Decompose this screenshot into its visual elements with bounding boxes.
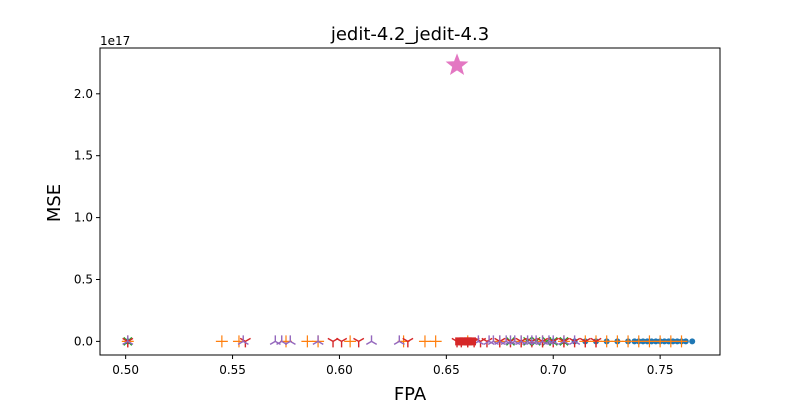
x-tick-label: 0.60 — [326, 363, 353, 377]
data-point-square — [459, 337, 468, 346]
y-axis-offset-text: 1e17 — [100, 34, 130, 48]
data-point-tri-up — [569, 335, 581, 345]
data-point-plus — [611, 335, 624, 348]
y-axis-label: MSE — [44, 184, 65, 222]
y-tick-label: 1.5 — [74, 149, 93, 163]
data-point-tri-down — [558, 337, 570, 348]
data-point-tri-up — [284, 335, 296, 345]
data-point-tri-up — [365, 335, 378, 345]
y-tick-label: 2.0 — [74, 87, 93, 101]
x-axis-label: FPA — [394, 384, 427, 400]
y-tick-label: 0.0 — [74, 334, 93, 348]
data-point-plus — [675, 335, 688, 348]
data-point-plus — [632, 335, 645, 348]
data-point-square — [455, 337, 464, 346]
data-point-plus — [643, 335, 656, 348]
data-point-tri-down — [515, 337, 527, 348]
y-tick-label: 0.5 — [74, 272, 93, 286]
x-tick-label: 0.75 — [647, 363, 674, 377]
data-point-plus — [664, 335, 677, 348]
data-point-square — [463, 337, 472, 346]
x-tick-label: 0.70 — [540, 363, 567, 377]
data-point-tri-up — [312, 335, 324, 345]
data-point-tri-up — [558, 335, 570, 345]
x-tick-label: 0.65 — [433, 363, 460, 377]
data-point-plus — [301, 335, 314, 348]
data-point-tri-down — [590, 337, 602, 348]
chart-title: jedit-4.2_jedit-4.3 — [330, 24, 489, 45]
data-point-tri-down — [494, 337, 506, 348]
data-point-plus — [418, 335, 431, 348]
data-point-tri-up — [547, 335, 559, 345]
data-point-tri-up — [122, 335, 134, 345]
x-tick-label: 0.50 — [112, 363, 139, 377]
data-point-star — [445, 53, 469, 76]
data-point-tri-down — [353, 337, 365, 348]
data-point-tri-down — [336, 337, 348, 348]
data-point-tri-down — [579, 337, 591, 348]
data-point-plus — [600, 335, 613, 348]
data-point-square — [468, 337, 476, 346]
data-point-plus — [429, 335, 442, 348]
data-point-tri-down — [122, 337, 134, 348]
data-point-plus — [654, 335, 667, 348]
data-points — [121, 53, 696, 348]
data-point-plus — [215, 335, 228, 348]
data-point-tri-up — [393, 335, 405, 345]
x-tick-label: 0.55 — [219, 363, 246, 377]
data-point-tri-down — [402, 337, 414, 348]
data-point-plus — [622, 335, 635, 348]
data-point-circle — [689, 338, 696, 345]
y-tick-label: 1.0 — [74, 211, 93, 225]
data-point-tri-up — [237, 335, 249, 345]
data-point-tri-down — [569, 337, 581, 348]
data-point-tri-down — [537, 337, 549, 348]
axis-ticks: 0.50 0.55 0.60 0.65 0.70 0.75 0.0 0.5 1.0 1.5 2.0 — [74, 87, 674, 377]
data-point-plus — [344, 335, 357, 348]
plot-area-frame — [99, 47, 721, 356]
